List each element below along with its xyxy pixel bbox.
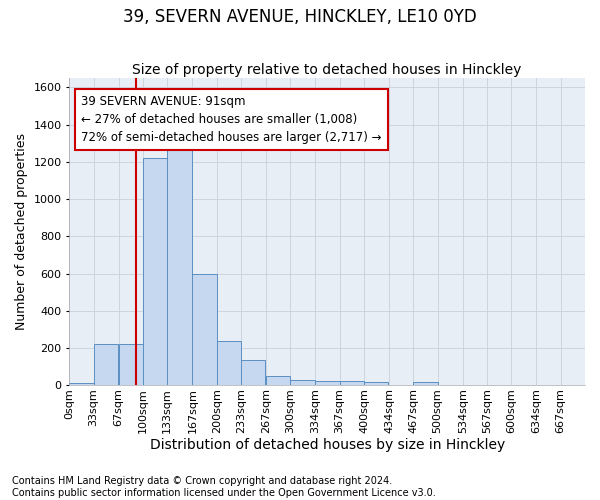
Text: 39, SEVERN AVENUE, HINCKLEY, LE10 0YD: 39, SEVERN AVENUE, HINCKLEY, LE10 0YD: [123, 8, 477, 26]
Text: Contains HM Land Registry data © Crown copyright and database right 2024.
Contai: Contains HM Land Registry data © Crown c…: [12, 476, 436, 498]
Bar: [193, 274, 217, 385]
X-axis label: Distribution of detached houses by size in Hinckley: Distribution of detached houses by size …: [149, 438, 505, 452]
Bar: [340, 380, 364, 385]
Bar: [119, 344, 143, 385]
Bar: [143, 158, 167, 385]
Bar: [290, 380, 314, 385]
Bar: [413, 382, 437, 385]
Bar: [241, 360, 265, 385]
Y-axis label: Number of detached properties: Number of detached properties: [15, 133, 28, 330]
Bar: [217, 340, 241, 385]
Bar: [266, 376, 290, 385]
Bar: [167, 144, 191, 385]
Bar: [364, 382, 388, 385]
Bar: [316, 380, 340, 385]
Bar: [94, 344, 118, 385]
Text: 39 SEVERN AVENUE: 91sqm
← 27% of detached houses are smaller (1,008)
72% of semi: 39 SEVERN AVENUE: 91sqm ← 27% of detache…: [81, 95, 382, 144]
Bar: [70, 384, 94, 385]
Title: Size of property relative to detached houses in Hinckley: Size of property relative to detached ho…: [133, 63, 522, 77]
